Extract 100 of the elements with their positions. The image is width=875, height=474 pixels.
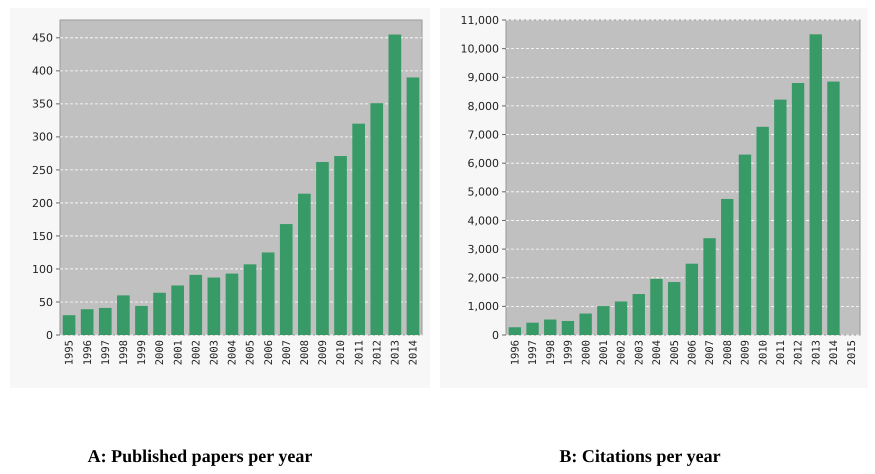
bar — [316, 162, 329, 335]
x-tick-label: 1997 — [527, 340, 540, 366]
bar — [370, 103, 384, 335]
bar — [686, 264, 698, 335]
bar — [738, 154, 752, 335]
y-tick-label: 200 — [32, 196, 53, 210]
bar — [189, 274, 202, 335]
bar — [579, 314, 592, 335]
bar — [614, 301, 628, 335]
bar — [135, 306, 148, 335]
x-tick-label: 2012 — [792, 340, 805, 366]
x-tick-label: 2014 — [828, 340, 840, 366]
y-tick-label: 450 — [32, 32, 53, 45]
x-tick-label: 2010 — [757, 340, 770, 366]
bar — [334, 156, 347, 335]
x-tick-label: 2010 — [335, 340, 348, 366]
bar — [388, 34, 402, 335]
y-tick-label: 6,000 — [468, 157, 499, 170]
y-tick-label: 150 — [32, 230, 53, 243]
x-tick-label: 2011 — [353, 340, 366, 366]
y-tick-label: 8,000 — [468, 100, 499, 113]
bar — [244, 264, 256, 335]
bar — [810, 34, 822, 335]
x-tick-label: 2004 — [651, 340, 664, 366]
x-tick-label: 2003 — [633, 340, 646, 366]
y-tick-label: 0 — [46, 328, 53, 342]
bar — [774, 100, 787, 335]
y-tick-label: 4,000 — [468, 214, 499, 228]
x-tick-label: 2013 — [810, 340, 822, 366]
y-tick-label: 400 — [32, 64, 53, 78]
bar — [632, 294, 645, 335]
bar — [597, 306, 610, 335]
x-tick-label: 2013 — [390, 340, 402, 366]
bar — [80, 309, 94, 335]
y-tick-label: 300 — [32, 130, 53, 144]
y-tick-label: 5,000 — [468, 186, 499, 199]
bar — [650, 278, 663, 335]
x-tick-label: 2004 — [226, 340, 239, 366]
x-tick-label: 1998 — [118, 340, 130, 366]
x-tick-label: 2015 — [846, 340, 858, 366]
x-tick-label: 2002 — [190, 340, 202, 366]
x-tick-label: 2014 — [408, 340, 420, 366]
bar — [508, 327, 522, 335]
bar — [226, 274, 238, 335]
x-tick-label: 2008 — [722, 340, 734, 366]
x-tick-label: 2000 — [154, 340, 166, 366]
bar — [756, 126, 769, 335]
y-tick-label: 11,000 — [460, 14, 499, 27]
y-tick-label: 7,000 — [468, 128, 499, 142]
bar — [298, 194, 311, 335]
x-tick-label: 2011 — [775, 340, 788, 366]
x-tick-label: 2006 — [686, 340, 699, 366]
x-tick-label: 2005 — [668, 340, 681, 366]
x-tick-label: 2007 — [280, 340, 293, 366]
x-tick-label: 1999 — [136, 340, 148, 366]
y-tick-label: 3,000 — [468, 242, 499, 256]
x-tick-label: 2012 — [371, 340, 384, 366]
x-tick-label: 2003 — [208, 340, 221, 366]
bar — [703, 238, 716, 335]
bar — [562, 320, 574, 335]
y-tick-label: 9,000 — [468, 71, 499, 84]
y-tick-label: 250 — [32, 164, 53, 177]
bar — [792, 83, 804, 335]
x-tick-label: 2001 — [172, 340, 184, 366]
y-tick-label: 1,000 — [468, 300, 499, 314]
bar — [721, 198, 734, 335]
x-tick-label: 1996 — [510, 340, 522, 366]
text: B: Citations per year — [559, 446, 721, 466]
bar — [544, 320, 556, 335]
x-tick-label: 2000 — [580, 340, 592, 366]
x-tick-label: 2002 — [616, 340, 628, 366]
x-tick-label: 1995 — [64, 340, 76, 366]
bar — [526, 322, 539, 335]
bar — [117, 295, 130, 335]
x-tick-label: 2007 — [704, 340, 716, 366]
bar — [208, 278, 220, 335]
bar — [153, 292, 166, 335]
x-tick-label: 1998 — [544, 340, 557, 366]
bar — [668, 282, 680, 335]
y-tick-label: 50 — [39, 296, 53, 309]
bar — [62, 315, 76, 335]
text: A: Published papers per year — [88, 446, 312, 466]
x-tick-label: 1997 — [100, 340, 112, 366]
bar — [406, 77, 420, 335]
bar — [98, 308, 112, 335]
bar — [171, 285, 184, 335]
y-tick-label: 350 — [32, 98, 53, 111]
x-tick-label: 2009 — [740, 340, 752, 366]
x-tick-label: 2001 — [598, 340, 610, 366]
x-tick-label: 2008 — [299, 340, 312, 366]
bar — [827, 82, 840, 335]
x-tick-label: 2009 — [317, 340, 330, 366]
bar — [280, 224, 293, 335]
y-tick-label: 2,000 — [468, 272, 499, 285]
y-tick-label: 10,000 — [460, 42, 499, 56]
bar — [262, 252, 274, 335]
x-tick-label: 2005 — [244, 340, 257, 366]
y-tick-label: 0 — [492, 328, 499, 342]
bar — [352, 124, 365, 335]
x-tick-label: 1999 — [562, 340, 575, 366]
